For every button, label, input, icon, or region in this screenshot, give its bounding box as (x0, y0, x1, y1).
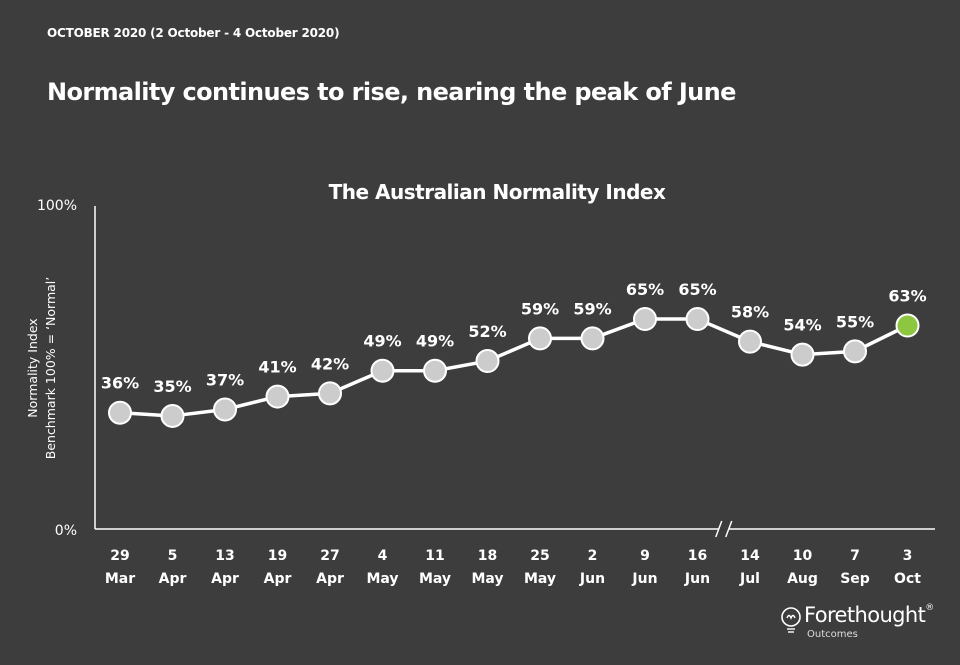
data-point (843, 339, 867, 364)
data-label: 36% (101, 374, 139, 393)
x-tick-day: 7 (850, 548, 860, 564)
x-tick-month: Aug (787, 571, 818, 587)
data-point (790, 342, 815, 367)
data-label: 49% (416, 332, 454, 351)
data-point (580, 326, 605, 351)
lightbulb-icon (781, 607, 801, 633)
data-label: 58% (731, 303, 769, 322)
y-axis-labels: Normality Index Benchmark 100% = ‘Normal… (25, 277, 58, 460)
data-point (318, 381, 342, 406)
logo-brand: Forethought® (804, 603, 934, 627)
x-tick-day: 2 (588, 548, 598, 564)
series-line (119, 317, 909, 418)
data-label: 42% (311, 354, 349, 373)
data-label: 63% (888, 287, 926, 306)
x-tick-month: Apr (159, 571, 187, 587)
data-label: 49% (363, 332, 401, 351)
data-point (633, 307, 657, 332)
data-point (895, 313, 920, 338)
y-tick-label: 0% (55, 523, 77, 539)
y-axis-title: Normality Index (25, 318, 40, 417)
x-tick-month: Jun (684, 571, 710, 587)
x-tick-month: May (524, 571, 556, 587)
x-tick-day: 25 (530, 548, 549, 564)
x-tick-day: 14 (740, 548, 760, 564)
axis-break-mark (725, 520, 733, 538)
data-label: 65% (678, 280, 716, 299)
axis-break-mark (715, 520, 723, 538)
data-labels: 36% 35% 37% 41% 42% 49% 49% 52% 59% 59% 65% 65% 58% 5… (101, 280, 927, 396)
x-tick-month: Sep (840, 571, 870, 587)
data-label: 41% (258, 358, 296, 377)
x-tick-day: 3 (903, 548, 913, 564)
x-tick-month: Apr (264, 571, 292, 587)
data-point (685, 307, 710, 332)
y-tick-label: 100% (37, 198, 77, 214)
chart-title: The Australian Normality Index (329, 180, 666, 204)
data-point (370, 358, 395, 383)
x-tick-month: Oct (894, 571, 921, 587)
x-tick-day: 27 (320, 548, 339, 564)
data-point (423, 358, 447, 383)
x-tick-month: May (471, 571, 503, 587)
data-label: 55% (836, 312, 874, 331)
data-label: 54% (783, 316, 821, 335)
page-headline: Normality continues to rise, nearing the… (47, 78, 736, 106)
logo-subtitle: Outcomes (807, 629, 858, 640)
x-tick-month: Mar (105, 571, 135, 587)
chart-axes: 0% 100% (37, 198, 935, 539)
report-period: OCTOBER 2020 (2 October - 4 October 2020… (47, 26, 340, 40)
data-point (213, 397, 237, 422)
x-axis-ticks: 29Mar5Apr13Apr19Apr27Apr4May11May18May25… (105, 548, 921, 587)
forethought-logo: Forethought® Outcomes (780, 603, 950, 643)
x-tick-month: Apr (316, 571, 344, 587)
data-point (160, 403, 185, 428)
x-tick-day: 29 (110, 548, 129, 564)
x-tick-day: 4 (378, 548, 388, 564)
x-tick-month: Jun (579, 571, 605, 587)
data-label: 65% (626, 280, 664, 299)
data-point (528, 326, 552, 351)
x-tick-month: Jul (739, 571, 760, 587)
x-tick-day: 13 (215, 548, 234, 564)
x-tick-month: May (419, 571, 451, 587)
y-axis-subtitle: Benchmark 100% = ‘Normal’ (43, 277, 58, 460)
x-tick-month: May (366, 571, 398, 587)
data-point (265, 384, 290, 409)
data-label: 35% (153, 377, 191, 396)
data-label: 37% (206, 370, 244, 389)
data-point (108, 400, 132, 425)
data-point (475, 349, 500, 374)
data-point (738, 329, 762, 354)
x-tick-day: 10 (793, 548, 813, 564)
x-tick-day: 9 (640, 548, 650, 564)
data-label: 52% (468, 322, 506, 341)
series-polyline (119, 317, 909, 418)
x-tick-day: 19 (268, 548, 287, 564)
x-tick-day: 5 (168, 548, 178, 564)
data-label: 59% (573, 299, 611, 318)
x-tick-day: 16 (688, 548, 707, 564)
x-tick-month: Jun (631, 571, 657, 587)
x-tick-day: 18 (478, 548, 497, 564)
x-tick-month: Apr (211, 571, 239, 587)
x-tick-day: 11 (425, 548, 444, 564)
data-label: 59% (521, 299, 559, 318)
series-points (108, 307, 920, 428)
